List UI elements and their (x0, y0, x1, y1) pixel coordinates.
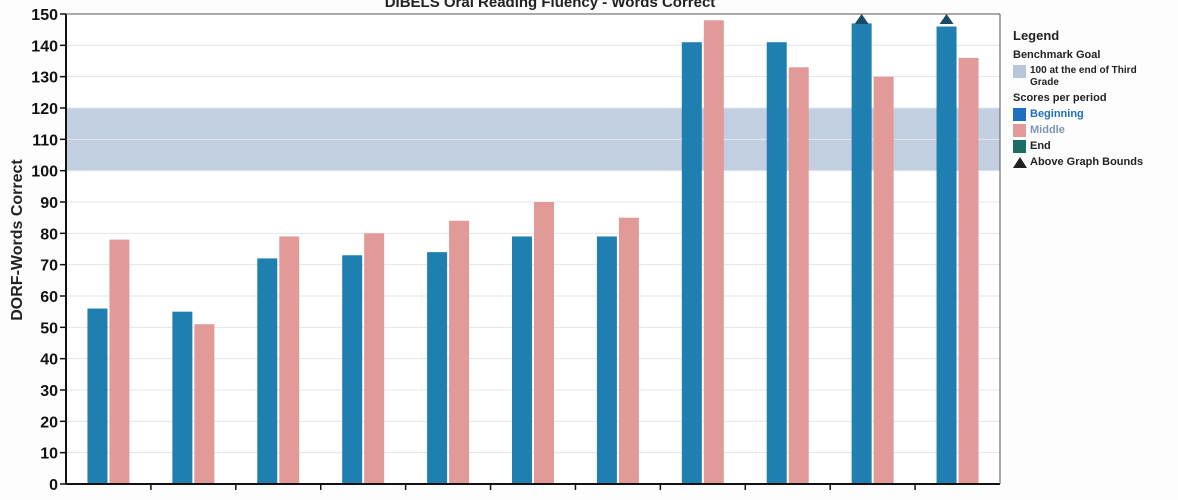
bar-beginning (766, 42, 787, 484)
bar-middle (703, 20, 724, 485)
legend-item-end: End (1013, 140, 1178, 153)
above-bounds-marker (854, 14, 869, 24)
bar-middle (194, 324, 215, 484)
above-bounds-marker (939, 14, 954, 24)
legend-label-beginning: Beginning (1030, 108, 1084, 120)
axis-layer: 0 10 20 30 40 50 60 70 80 90 100 110 120 130 140 150 (31, 7, 1001, 494)
legend-label-middle: Middle (1030, 124, 1065, 136)
y-tick-label: 90 (40, 195, 58, 212)
plot-background (66, 14, 1000, 484)
benchmark-band-layer (66, 14, 1000, 484)
triangle-icon (1013, 157, 1027, 168)
end-swatch (1013, 140, 1026, 153)
legend-item-above-bounds: Above Graph Bounds (1013, 156, 1178, 168)
beginning-swatch (1013, 108, 1026, 121)
bar-middle (618, 217, 639, 484)
y-tick-label: 110 (32, 132, 58, 149)
y-tick-label: 50 (40, 320, 58, 337)
bar-beginning (512, 236, 532, 484)
y-tick-label: 140 (31, 38, 58, 55)
bar-beginning (342, 255, 363, 484)
legend-label-end: End (1030, 140, 1051, 152)
legend-item-beginning: Beginning (1013, 108, 1178, 121)
y-tick-label: 0 (49, 477, 58, 494)
legend-title: Legend (1013, 28, 1060, 43)
bar-middle (109, 239, 130, 484)
bar-middle (364, 233, 385, 484)
legend-goal-text: 100 at the end of Third Grade (1030, 65, 1137, 88)
y-tick-label: 10 (40, 446, 58, 463)
y-tick-label: 100 (31, 164, 58, 181)
bar-middle (873, 76, 894, 485)
y-tick-label: 70 (40, 258, 58, 275)
y-tick-label: 20 (40, 414, 58, 431)
bar-middle (534, 202, 554, 484)
bar-beginning (257, 258, 278, 484)
bar-beginning (87, 308, 108, 484)
benchmark-swatch (1013, 65, 1026, 78)
middle-swatch (1013, 124, 1026, 137)
bar-beginning (936, 26, 957, 485)
y-tick-label: 60 (40, 289, 58, 306)
y-tick-label: 120 (31, 101, 58, 118)
y-tick-label: 30 (40, 383, 58, 400)
legend-goal-heading: Benchmark Goal (1013, 49, 1101, 61)
bar-layer (87, 14, 979, 485)
legend-scores-heading: Scores per period (1013, 92, 1107, 104)
y-tick-label: 130 (31, 70, 58, 87)
bar-middle (449, 220, 470, 485)
legend-goal-row: 100 at the end of Third Grade (1013, 65, 1178, 89)
legend-item-middle: Middle (1013, 124, 1178, 137)
bar-beginning (172, 311, 193, 484)
bar-beginning (427, 252, 448, 484)
y-tick-label: 80 (40, 226, 58, 243)
chart-title: DIBELS Oral Reading Fluency - Words Corr… (384, 0, 716, 11)
bar-middle (279, 236, 300, 484)
y-tick-label: 40 (40, 352, 58, 369)
legend: Legend Benchmark Goal 100 at the end of … (1013, 28, 1178, 171)
bar-middle (958, 57, 979, 484)
y-tick-label: 150 (31, 7, 58, 24)
bar-middle (788, 67, 809, 485)
legend-label-above-bounds: Above Graph Bounds (1030, 156, 1144, 168)
bar-beginning (851, 23, 872, 485)
bar-beginning (681, 42, 702, 484)
bar-beginning (596, 236, 617, 484)
